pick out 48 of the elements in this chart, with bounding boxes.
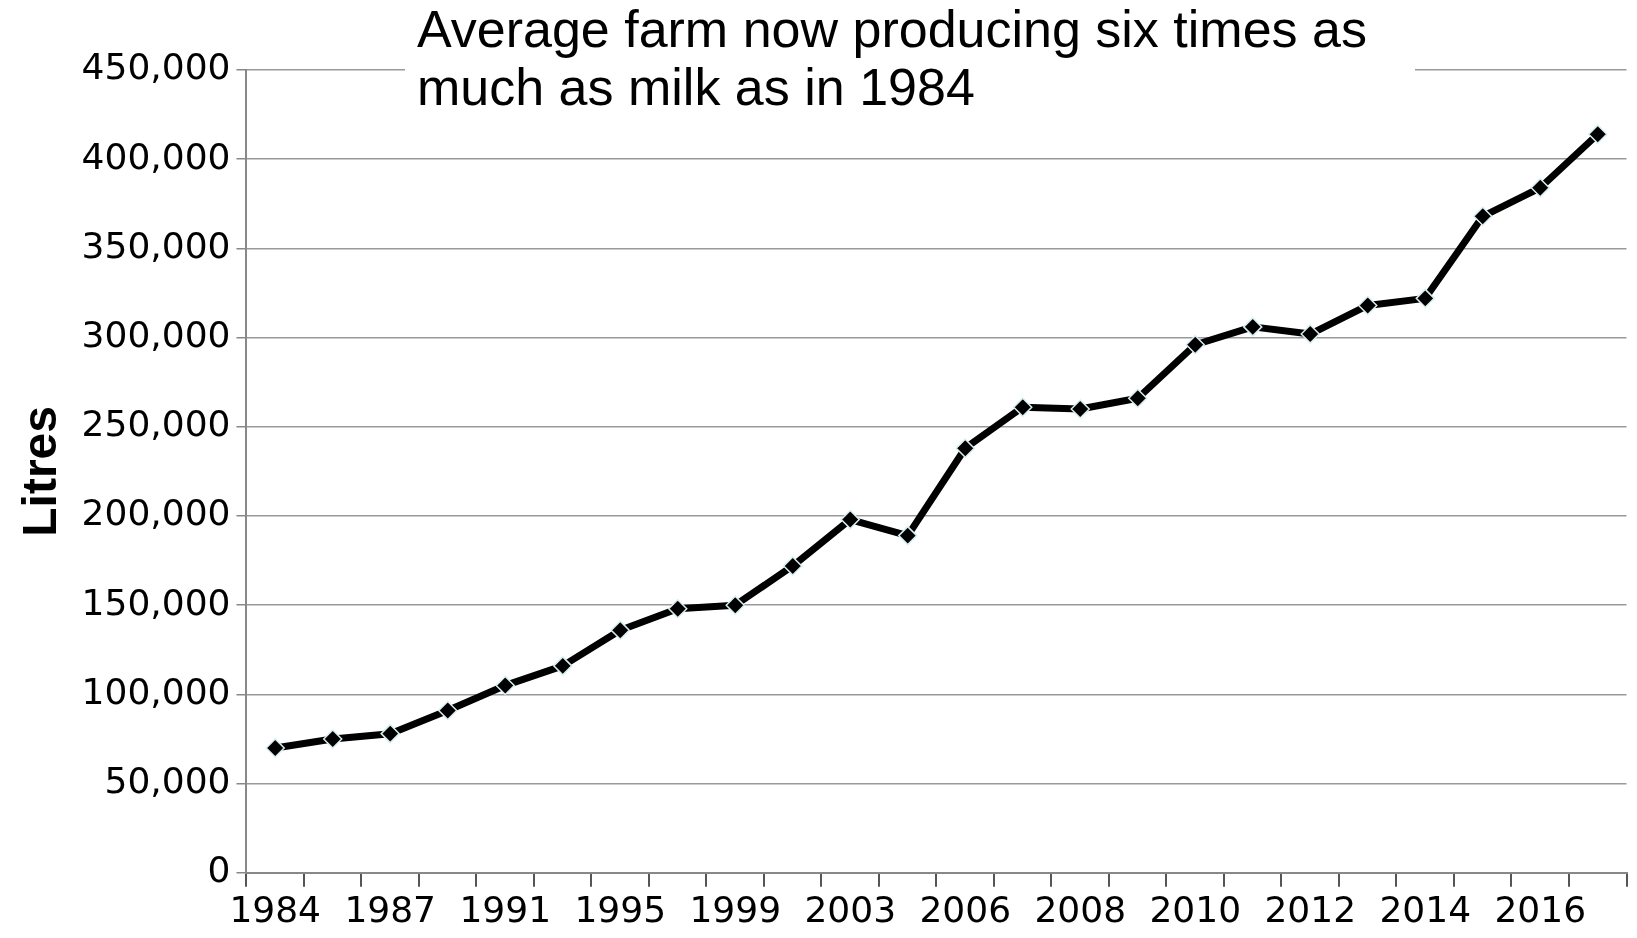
point [1473, 206, 1493, 227]
x-tick-label: 2010 [1149, 888, 1242, 930]
point [1012, 397, 1033, 417]
point [322, 729, 343, 749]
x-tick-label: 1995 [574, 888, 667, 930]
x-tick-label: 2008 [1034, 888, 1127, 930]
y-tick-label: 350,000 [81, 224, 231, 266]
y-tick-label: 50,000 [104, 759, 231, 801]
x-tick-label: 2003 [804, 888, 897, 930]
x-tick-label: 1991 [459, 888, 552, 930]
point [1357, 295, 1378, 316]
point [610, 620, 630, 640]
point [1415, 288, 1435, 309]
y-tick-label: 200,000 [81, 492, 231, 534]
y-tick-label: 450,000 [81, 46, 231, 88]
x-tick-label: 2012 [1264, 888, 1357, 930]
y-axis-title: Litres [13, 406, 67, 537]
point [552, 656, 573, 676]
point [1242, 317, 1263, 337]
x-tick-label: 1987 [344, 888, 437, 930]
point [840, 509, 860, 530]
point [1185, 334, 1205, 355]
y-tick-label: 250,000 [81, 403, 231, 445]
point [725, 595, 745, 615]
point [1588, 124, 1608, 144]
point [1070, 399, 1090, 419]
point [1530, 177, 1550, 198]
x-tick-label: 1984 [229, 888, 322, 930]
point [1300, 324, 1320, 344]
y-tick-label: 300,000 [81, 313, 231, 355]
y-tick-label: 0 [207, 849, 231, 891]
point [955, 438, 975, 458]
y-tick-label: 400,000 [81, 135, 231, 177]
y-tick-label: 100,000 [81, 670, 231, 712]
point [782, 556, 803, 576]
x-tick-label: 2016 [1494, 888, 1587, 930]
x-tick-label: 2014 [1379, 888, 1472, 930]
point [897, 525, 918, 546]
x-tick-label: 1999 [689, 888, 782, 930]
point [1127, 388, 1148, 409]
point [495, 675, 515, 696]
point [265, 738, 285, 758]
point [380, 723, 400, 744]
point [437, 700, 458, 721]
chart-title: Average farm now producing six times as much as milk as in 1984 [405, 0, 1415, 116]
y-tick-label: 150,000 [81, 581, 231, 623]
point [667, 599, 688, 619]
x-tick-label: 2006 [919, 888, 1012, 930]
